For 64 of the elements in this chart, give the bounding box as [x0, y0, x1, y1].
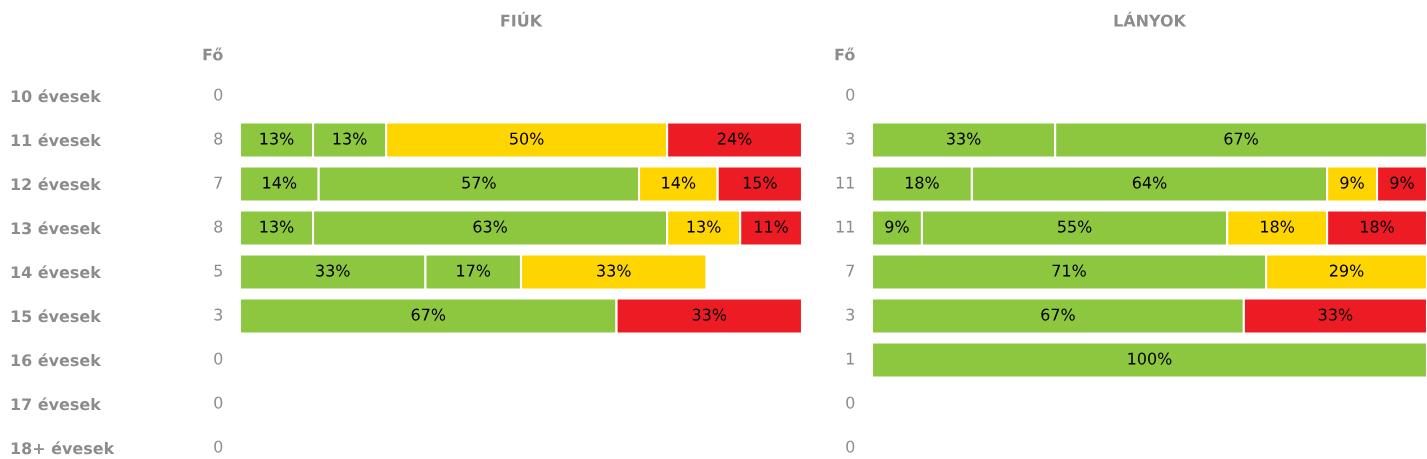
data-label: 24%: [717, 132, 752, 145]
y-tick-label: 14 évesek: [11, 265, 102, 279]
text: 0: [846, 88, 855, 101]
data-label: 67%: [1224, 132, 1258, 145]
data-label: 18%: [905, 176, 939, 189]
data-label: 29%: [1329, 264, 1364, 277]
data-label: 14%: [263, 176, 297, 189]
y-tick-label: 11 évesek: [11, 133, 102, 147]
data-label: 100%: [1128, 352, 1172, 365]
text: 1: [846, 352, 854, 365]
text: 0: [214, 352, 223, 365]
text: 0: [846, 440, 855, 453]
data-label: 15%: [743, 176, 777, 189]
data-label: 50%: [510, 132, 544, 145]
data-label: 13%: [260, 220, 294, 233]
y-axis-title: Fő: [203, 47, 223, 61]
text: 3: [846, 308, 855, 321]
data-label: 33%: [597, 264, 631, 277]
data-label: 33%: [316, 264, 350, 277]
data-label: 14%: [662, 176, 696, 189]
y-tick-label: 16 évesek: [11, 353, 102, 367]
data-label: 13%: [687, 220, 721, 233]
data-label: 9%: [1390, 176, 1414, 189]
text: 0: [214, 396, 223, 409]
text: 0: [846, 396, 855, 409]
y-tick-label: 18+ évesek: [11, 441, 115, 455]
y-tick-label: 13 évesek: [11, 221, 102, 235]
data-label: 33%: [692, 308, 727, 321]
y-tick-label: 10 évesek: [11, 89, 102, 103]
data-label: 57%: [462, 176, 496, 189]
data-label: 71%: [1052, 264, 1086, 277]
text: 3: [214, 308, 223, 321]
data-label: 11%: [755, 220, 788, 233]
y-axis-title: Fő: [835, 47, 855, 61]
text: 5: [214, 264, 222, 277]
chart-title: FIÚK: [501, 11, 543, 27]
text: 11: [836, 220, 854, 233]
text: 0: [214, 88, 223, 101]
chart-title: LÁNYOK: [1114, 11, 1187, 27]
data-label: 33%: [947, 132, 981, 145]
data-label: 9%: [1340, 176, 1364, 189]
data-label: 55%: [1058, 220, 1092, 233]
data-label: 13%: [333, 132, 367, 145]
data-label: 33%: [1318, 308, 1353, 321]
text: 7: [846, 264, 854, 277]
data-label: 17%: [457, 264, 491, 277]
data-label: 18%: [1361, 220, 1394, 233]
data-label: 67%: [411, 308, 446, 321]
bar: [872, 341, 1427, 379]
data-label: 13%: [260, 132, 294, 145]
data-label: 63%: [473, 220, 507, 233]
text: 8: [214, 132, 223, 145]
data-label: 9%: [885, 220, 909, 233]
data-label: 18%: [1261, 220, 1295, 233]
data-label: 64%: [1132, 176, 1167, 189]
data-label: 67%: [1041, 308, 1075, 321]
text: 7: [214, 176, 222, 189]
text: 0: [214, 440, 223, 453]
y-tick-label: 15 évesek: [11, 309, 102, 323]
text: 8: [214, 220, 223, 233]
text: 3: [846, 132, 855, 145]
text: 11: [836, 176, 854, 189]
y-tick-label: 12 évesek: [11, 177, 102, 191]
y-tick-label: 17 évesek: [11, 397, 102, 411]
